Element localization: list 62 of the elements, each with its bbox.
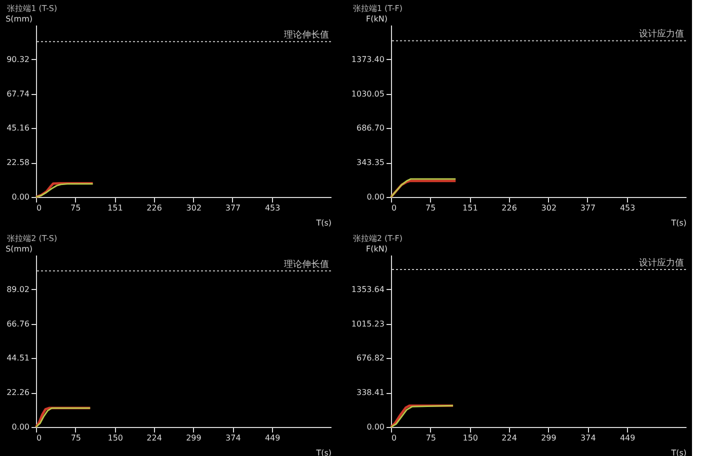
y-tick-label: 338.41 — [356, 388, 384, 398]
x-tick-label: 75 — [70, 204, 81, 212]
x-axis-title: T(s) — [670, 218, 686, 228]
y-tick-label: 1373.40 — [351, 54, 384, 64]
y-tick-label: 0.00 — [366, 192, 384, 202]
y-tick-label: 67.74 — [6, 89, 30, 98]
y-axis-title: F(kN) — [366, 244, 388, 254]
x-tick-label: 449 — [620, 434, 636, 442]
chart-title: 张拉端1 (T-S) — [7, 4, 58, 13]
ref-line-label: 理论伸长值 — [284, 30, 329, 41]
ref-line-label: 理论伸长值 — [284, 258, 329, 270]
ref-line-label: 设计应力值 — [639, 258, 684, 269]
y-axis-title: S(mm) — [6, 244, 32, 254]
x-tick-label: 374 — [226, 434, 241, 442]
y-tick-label: 1015.23 — [351, 319, 384, 328]
x-tick-label: 226 — [502, 204, 517, 212]
y-tick-label: 22.58 — [6, 158, 30, 168]
chart-title: 张拉端2 (T-F) — [352, 234, 402, 243]
x-tick-label: 453 — [620, 204, 636, 212]
x-tick-label: 0 — [36, 204, 42, 212]
y-tick-label: 1030.05 — [351, 89, 384, 98]
chart-title: 张拉端1 (T-F) — [352, 4, 402, 13]
y-tick-label: 0.00 — [12, 192, 30, 202]
y-tick-label: 90.32 — [6, 54, 30, 64]
x-tick-label: 150 — [462, 434, 478, 442]
x-tick-label: 299 — [541, 434, 556, 442]
y-tick-label: 89.02 — [6, 284, 30, 294]
y-tick-label: 1353.64 — [351, 284, 384, 294]
x-tick-label: 374 — [580, 434, 596, 442]
y-tick-label: 676.82 — [356, 354, 384, 363]
x-tick-label: 449 — [264, 434, 280, 442]
y-axis-title: S(mm) — [6, 14, 32, 24]
y-tick-label: 45.16 — [6, 124, 30, 133]
x-tick-label: 0 — [36, 434, 42, 442]
x-tick-label: 151 — [462, 204, 478, 212]
x-tick-label: 302 — [186, 204, 202, 212]
x-tick-label: 75 — [426, 434, 436, 442]
x-tick-label: 150 — [108, 434, 124, 442]
chart-title: 张拉端2 (T-S) — [7, 234, 58, 243]
x-axis-title: T(s) — [315, 218, 332, 228]
x-tick-label: 0 — [392, 434, 397, 442]
x-tick-label: 75 — [70, 434, 82, 442]
x-tick-label: 299 — [186, 434, 202, 442]
y-tick-label: 22.26 — [6, 388, 30, 398]
x-tick-label: 0 — [392, 204, 397, 212]
y-tick-label: 0.00 — [12, 422, 30, 432]
x-tick-label: 151 — [108, 204, 123, 212]
y-axis-title: F(kN) — [366, 14, 388, 24]
y-tick-label: 44.51 — [6, 354, 30, 363]
y-tick-label: 686.70 — [356, 124, 384, 133]
x-tick-label: 377 — [225, 204, 241, 212]
x-tick-label: 453 — [264, 204, 280, 212]
x-tick-label: 224 — [146, 434, 162, 442]
y-tick-label: 343.35 — [356, 158, 384, 168]
y-tick-label: 66.76 — [6, 319, 30, 328]
x-tick-label: 75 — [425, 204, 436, 212]
x-tick-label: 224 — [502, 434, 517, 442]
x-tick-label: 226 — [146, 204, 162, 212]
x-tick-label: 377 — [580, 204, 596, 212]
ref-line-label: 设计应力值 — [639, 28, 684, 40]
x-tick-label: 302 — [541, 204, 557, 212]
y-tick-label: 0.00 — [366, 422, 384, 432]
